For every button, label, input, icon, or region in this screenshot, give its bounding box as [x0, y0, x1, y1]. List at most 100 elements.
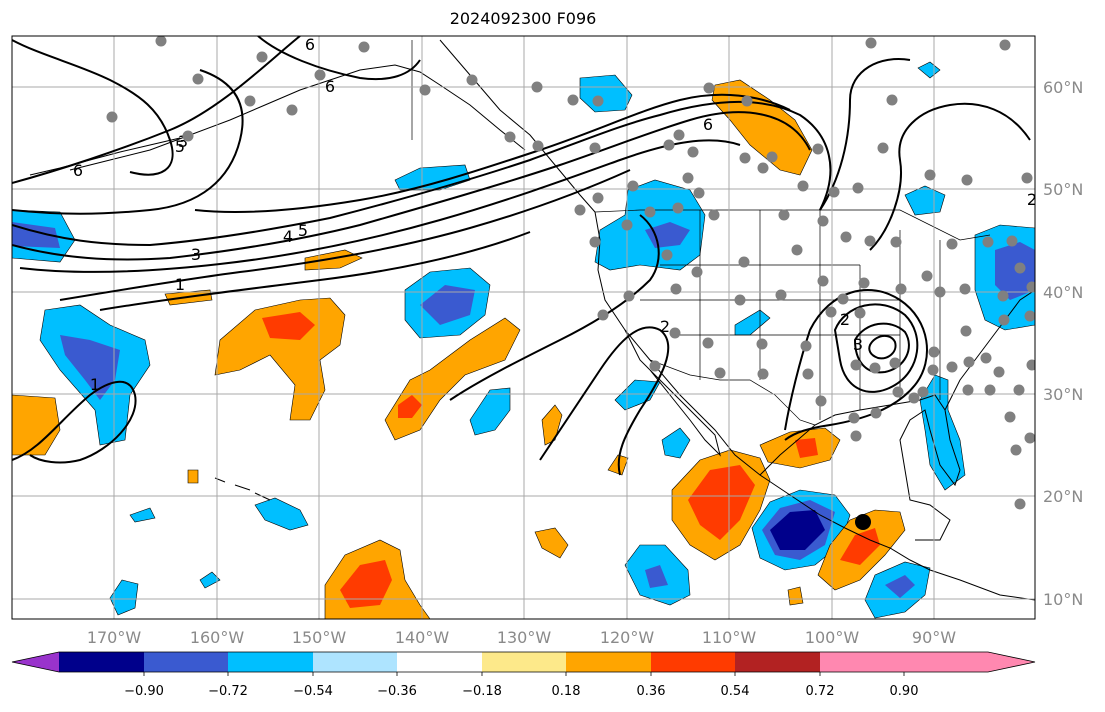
contour-line: [539, 326, 670, 476]
station-dot: [908, 392, 920, 404]
colorbar-segment: [144, 652, 228, 672]
station-dot: [192, 73, 204, 85]
station-dot: [959, 283, 971, 295]
lon-label: 160°W: [190, 628, 245, 647]
lat-label: 60°N: [1043, 78, 1083, 97]
lon-label: 100°W: [805, 628, 860, 647]
shade-negative: [770, 510, 825, 550]
coastline-north-america: [439, 39, 1035, 601]
contour-label: 2: [660, 317, 670, 336]
shade-negative: [420, 285, 475, 325]
station-dot: [1014, 262, 1026, 274]
station-dot: [864, 235, 876, 247]
contour-label: 1: [175, 275, 185, 294]
station-dot: [997, 290, 1009, 302]
colorbar-tick-label: 0.18: [552, 684, 581, 699]
shade-positive: [534, 527, 569, 559]
station-dot: [244, 95, 256, 107]
station-dot: [982, 236, 994, 248]
colorbar-tick-label: −0.90: [124, 684, 164, 699]
station-dot: [738, 256, 750, 268]
latitude-labels: 60°N 50°N 40°N 30°N 20°N 10°N: [1043, 78, 1083, 609]
contour-line: [257, 36, 421, 81]
lon-label: 140°W: [395, 628, 450, 647]
border-us-canada: [594, 209, 991, 241]
station-dot: [993, 366, 1005, 378]
shade-negative: [60, 335, 120, 400]
station-dot: [895, 283, 907, 295]
colorbar-tick-label: 0.90: [890, 684, 919, 699]
station-dot: [1024, 310, 1035, 322]
contour-label: 3: [853, 335, 863, 354]
colorbar-segment: [651, 652, 735, 672]
shade-negative: [129, 507, 156, 523]
station-dot: [673, 129, 685, 141]
shade-positive: [262, 312, 315, 340]
station-dot: [815, 395, 827, 407]
lat-label: 20°N: [1043, 487, 1083, 506]
station-dot: [962, 384, 974, 396]
station-dot: [682, 172, 694, 184]
shade-positive: [384, 317, 521, 441]
contour-label: 6: [305, 35, 315, 54]
longitude-labels: 170°W 160°W 150°W 140°W 130°W 120°W 110°…: [87, 628, 956, 647]
station-dot: [592, 192, 604, 204]
station-dot: [837, 293, 849, 305]
station-dot: [886, 94, 898, 106]
colorbar-tick-label: −0.18: [462, 684, 502, 699]
station-dot: [960, 325, 972, 337]
shade-positive: [398, 395, 422, 418]
station-dot: [817, 275, 829, 287]
station-dot: [825, 306, 837, 318]
colorbar-segment: [228, 652, 313, 672]
lon-label: 130°W: [497, 628, 552, 647]
station-dot: [623, 290, 635, 302]
station-dot: [766, 151, 778, 163]
contour-label: 6: [73, 161, 83, 180]
station-dot: [921, 270, 933, 282]
contour-label: 6: [703, 115, 713, 134]
shade-positive: [688, 465, 755, 540]
shade-negative: [469, 387, 511, 436]
colorbar-extend-high: [904, 652, 1035, 672]
station-dot: [1024, 432, 1035, 444]
station-dot: [928, 346, 940, 358]
station-dot: [670, 283, 682, 295]
colorbar-segment: [482, 652, 566, 672]
colorbar-segment: [59, 652, 144, 672]
station-dot: [687, 146, 699, 158]
contour-line: [19, 139, 741, 273]
contour-label-layer: 6 5 6 3 6 4 5 3 1 6 2 1 2 3 2: [73, 35, 1035, 394]
station-dot: [358, 41, 370, 53]
station-dot: [869, 362, 881, 374]
station-dot: [934, 286, 946, 298]
station-dot: [644, 206, 656, 218]
station-dot: [1004, 411, 1016, 423]
station-dot: [877, 142, 889, 154]
lon-label: 90°W: [912, 628, 956, 647]
contour-line: [12, 36, 301, 184]
colorbar-outline: [11, 651, 1036, 673]
contour-line: [853, 322, 910, 374]
station-dot: [800, 340, 812, 352]
station-layer: [106, 36, 1035, 510]
colorbar-segment: [820, 652, 904, 672]
shade-positive: [214, 297, 346, 421]
station-dot: [597, 309, 609, 321]
station-dot: [927, 364, 939, 376]
shade-negative: [995, 242, 1035, 300]
station-dot: [791, 244, 803, 256]
station-dot: [649, 360, 661, 372]
contour-label: 1: [90, 375, 100, 394]
shade-negative: [885, 575, 915, 598]
station-dot: [693, 187, 705, 199]
contour-line: [12, 380, 137, 464]
station-dot: [998, 314, 1010, 326]
border-us-mexico: [649, 359, 816, 426]
contour-label: 2: [840, 310, 850, 329]
coastline-baja: [624, 329, 721, 457]
contour-line: [99, 231, 531, 311]
station-dot: [961, 174, 973, 186]
station-dot: [708, 209, 720, 221]
colorbar-tick-label: −0.54: [293, 684, 333, 699]
